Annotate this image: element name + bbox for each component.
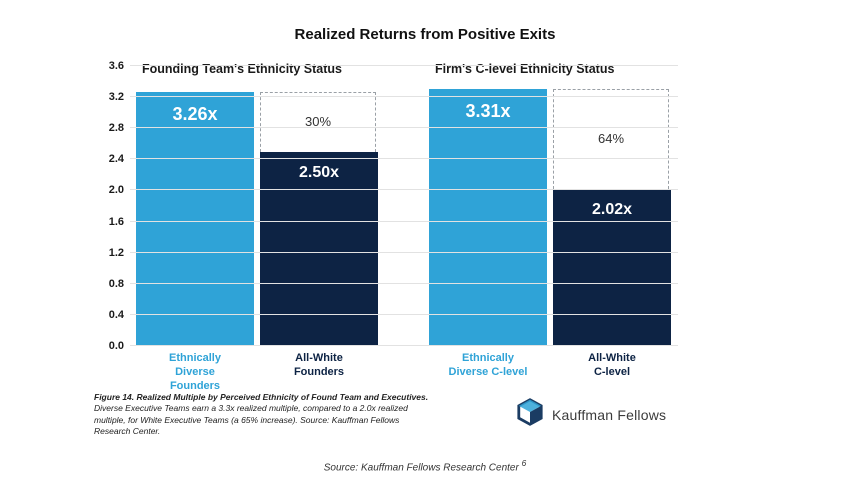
figure-caption: Figure 14. Realized Multiple by Perceive… [94, 392, 434, 438]
source-line: Source: Kauffman Fellows Research Center… [0, 458, 850, 473]
panels-container: Founding Team's Ethnicity Status3.26x2.5… [130, 66, 716, 346]
chart-panel: Firm's C-level Ethnicity Status3.31x2.02… [423, 66, 678, 346]
gridline [130, 283, 678, 284]
y-tick: 2.4 [109, 153, 124, 165]
x-label: EthnicallyDiverse C-level [429, 352, 547, 380]
y-tick: 0.8 [109, 278, 124, 290]
x-label: All-WhiteC-level [553, 352, 671, 380]
hexagon-logo-icon [516, 398, 544, 431]
y-tick: 2.8 [109, 122, 124, 134]
y-tick: 1.6 [109, 216, 124, 228]
gridline [130, 221, 678, 222]
y-tick: 3.6 [109, 60, 124, 72]
gridline [130, 65, 678, 66]
gridline [130, 96, 678, 97]
bar-value-label: 2.02x [553, 201, 671, 219]
bars-area: 3.26x2.50x30% [130, 66, 385, 346]
y-tick: 3.2 [109, 91, 124, 103]
bar-value-label: 3.26x [136, 104, 254, 125]
gridline [130, 345, 678, 346]
bar: 2.02x [553, 189, 671, 346]
bar: 3.26x [136, 92, 254, 346]
y-tick: 0.4 [109, 309, 124, 321]
y-tick: 0.0 [109, 340, 124, 352]
chart-title: Realized Returns from Positive Exits [0, 0, 850, 43]
gridline [130, 252, 678, 253]
bars-area: 3.31x 2.02x 64% [423, 66, 678, 346]
gridline [130, 127, 678, 128]
gridline [130, 189, 678, 190]
x-label: EthnicallyDiverseFounders [136, 352, 254, 393]
logo-text: Kauffman Fellows [552, 407, 666, 423]
caption-body: Diverse Executive Teams earn a 3.3x real… [94, 403, 408, 436]
source-footnote: 6 [522, 458, 527, 468]
y-tick: 1.2 [109, 247, 124, 259]
chart-row: 0.00.40.81.21.62.02.42.83.23.6 Founding … [92, 66, 716, 346]
gridline [130, 158, 678, 159]
source-text: Source: Kauffman Fellows Research Center [324, 462, 519, 473]
y-tick: 2.0 [109, 184, 124, 196]
kauffman-logo: Kauffman Fellows [516, 398, 666, 431]
chart-panel: Founding Team's Ethnicity Status3.26x2.5… [130, 66, 385, 346]
caption-title: Figure 14. Realized Multiple by Perceive… [94, 392, 428, 402]
gridline [130, 314, 678, 315]
percent-label: 64% [598, 131, 624, 146]
x-label: All-WhiteFounders [260, 352, 378, 380]
bar: 2.50x [260, 152, 378, 346]
y-axis: 0.00.40.81.21.62.02.42.83.23.6 [92, 66, 130, 346]
bar-value-label: 3.31x [429, 101, 547, 122]
bar-value-label: 2.50x [260, 164, 378, 182]
